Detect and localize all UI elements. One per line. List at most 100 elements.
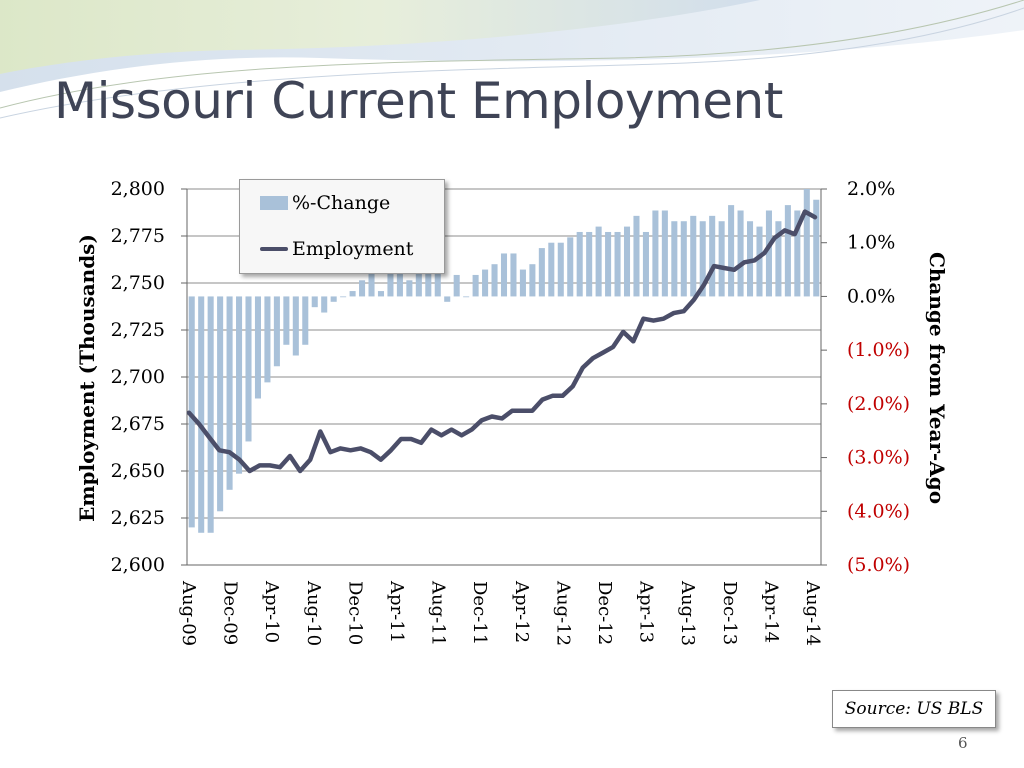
bar-52	[680, 221, 687, 297]
bar-64	[794, 210, 801, 297]
left-tick-label-7: 2,775	[111, 225, 165, 247]
bar-22	[396, 253, 403, 297]
line-series	[186, 209, 818, 474]
left-tick-label-5: 2,725	[111, 319, 165, 341]
chart-axes	[181, 188, 827, 566]
bar-60	[756, 226, 763, 297]
right-tick-label-0: 2.0%	[847, 178, 895, 200]
left-axis-tick-labels: 2,600 2,625 2,650 2,675 2,700 2,725 2,750 2,775…	[111, 178, 165, 576]
legend-line-label: Employment	[292, 238, 414, 260]
chart-legend: %-Change Employment	[239, 179, 445, 274]
bar-2	[207, 296, 214, 533]
bar-50	[661, 210, 668, 297]
right-axis-tick-labels: 2.0% 1.0% 0.0% (1.0%) (2.0%) (3.0%) (4.0%) (5.0…	[847, 178, 910, 576]
right-tick-label-5: (3.0%)	[847, 447, 910, 469]
bar-30	[472, 274, 479, 297]
bar-62	[775, 221, 782, 297]
bar-7	[254, 296, 261, 399]
bar-58	[737, 210, 744, 297]
bar-21	[387, 269, 394, 297]
bar-45	[614, 231, 621, 297]
x-tick-label-9: Aug-12	[552, 580, 573, 646]
x-tick-label-13: Dec-13	[719, 581, 740, 645]
left-tick-label-0: 2,600	[111, 554, 165, 576]
bar-43	[595, 226, 602, 297]
x-tick-label-0: Aug-09	[178, 580, 199, 646]
right-axis-title: Change from Year-Ago	[925, 252, 949, 504]
left-tick-label-2: 2,650	[111, 460, 165, 482]
legend-item-change: %-Change	[260, 192, 390, 214]
source-note: Source: US BLS	[832, 690, 996, 728]
x-tick-label-8: Apr-12	[511, 580, 532, 643]
bar-55	[709, 215, 716, 297]
right-tick-label-2: 0.0%	[847, 285, 895, 307]
bar-8	[264, 296, 271, 383]
left-axis-title: Employment (Thousands)	[75, 234, 99, 522]
employment-line	[186, 209, 818, 474]
bar-51	[671, 221, 678, 297]
bar-19	[368, 264, 375, 297]
bar-0	[188, 296, 195, 528]
bar-63	[784, 205, 791, 297]
bar-9	[273, 296, 280, 367]
right-tick-label-1: 1.0%	[847, 232, 895, 254]
bar-27	[444, 296, 451, 302]
legend-item-employment: Employment	[260, 238, 413, 260]
slide-title: Missouri Current Employment	[54, 72, 783, 130]
bar-54	[699, 221, 706, 297]
bar-37	[538, 248, 545, 297]
bar-32	[491, 264, 498, 297]
bar-38	[548, 242, 555, 297]
bar-42	[586, 231, 593, 297]
bar-4	[226, 296, 233, 490]
legend-bar-label: %-Change	[292, 192, 391, 214]
left-tick-label-3: 2,675	[111, 413, 165, 435]
bar-20	[377, 291, 385, 297]
bar-39	[557, 242, 564, 297]
right-tick-label-4: (2.0%)	[847, 393, 910, 415]
x-tick-label-2: Apr-10	[261, 580, 282, 643]
bar-47	[633, 215, 640, 297]
bar-17	[349, 291, 356, 297]
x-tick-label-4: Dec-10	[344, 581, 365, 645]
x-tick-label-6: Aug-11	[428, 580, 449, 646]
bar-1	[198, 296, 205, 533]
bar-26	[434, 258, 441, 297]
bar-15	[330, 296, 337, 302]
bar-41	[576, 231, 583, 297]
x-tick-label-7: Dec-11	[469, 581, 490, 645]
bar-48	[642, 231, 649, 297]
left-tick-label-4: 2,700	[111, 366, 165, 388]
bar-44	[605, 231, 612, 297]
bar-18	[359, 280, 366, 297]
bar-11	[292, 296, 299, 356]
right-tick-label-3: (1.0%)	[847, 339, 910, 361]
bar-33	[500, 253, 508, 297]
bar-34	[510, 253, 517, 297]
bar-65	[803, 189, 810, 297]
bar-24	[415, 258, 422, 297]
x-tick-label-12: Aug-13	[677, 580, 698, 646]
bar-46	[623, 226, 631, 297]
page-number: 6	[958, 734, 968, 752]
bar-59	[747, 221, 754, 297]
legend-bar-swatch	[260, 196, 288, 210]
right-tick-label-6: (4.0%)	[847, 500, 910, 522]
x-tick-label-11: Apr-13	[636, 580, 657, 643]
bar-53	[690, 215, 697, 297]
legend-line-swatch	[260, 247, 288, 251]
x-tick-label-14: Apr-14	[760, 580, 781, 643]
bar-12	[302, 296, 309, 345]
bar-56	[718, 221, 725, 297]
bar-66	[813, 199, 820, 297]
bar-35	[519, 269, 526, 297]
x-tick-label-5: Apr-11	[386, 580, 407, 643]
bar-13	[311, 296, 318, 308]
x-tick-label-1: Dec-09	[220, 581, 241, 645]
bar-3	[217, 296, 224, 512]
bar-10	[283, 296, 290, 345]
bar-40	[567, 237, 574, 297]
bar-5	[236, 296, 243, 474]
